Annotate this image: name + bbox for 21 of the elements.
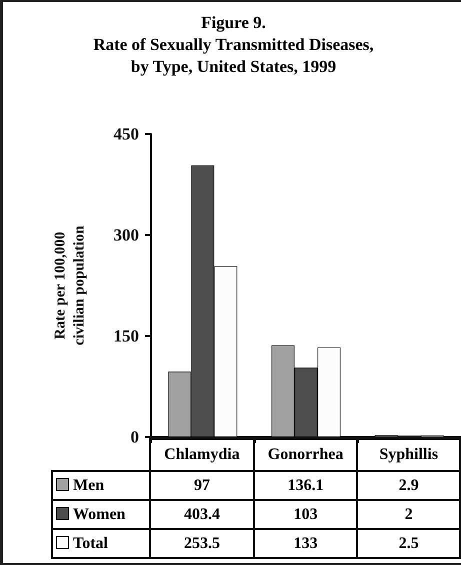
legend-label: Men <box>52 471 150 500</box>
x-tick-label: Gonorrhea <box>254 439 358 471</box>
data-label: 2 <box>357 500 460 529</box>
y-tick-label: 0 <box>130 428 139 446</box>
data-label: 2.9 <box>357 471 460 500</box>
y-tick-label: 300 <box>114 226 139 244</box>
x-tick-label: Chlamydia <box>150 439 254 471</box>
legend-label: Women <box>52 500 150 529</box>
data-label: 403.4 <box>150 500 254 529</box>
y-tick-label: 450 <box>114 124 139 144</box>
chart-title: Figure 9. Rate of Sexually Transmitted Diseases, by Type, United States, 1999 <box>92 12 375 78</box>
data-label: 103 <box>254 500 358 529</box>
data-label: 253.5 <box>150 529 254 558</box>
legend-label: Total <box>52 529 150 558</box>
y-axis-title: Rate per 100,000 civilian population <box>52 225 88 346</box>
data-label: 97 <box>150 471 254 500</box>
data-label: 136.1 <box>254 471 358 500</box>
y-tick-label: 150 <box>114 326 139 346</box>
data-label: 133 <box>254 529 358 558</box>
x-tick-label: Syphillis <box>357 439 460 471</box>
data-label: 2.5 <box>357 529 460 558</box>
